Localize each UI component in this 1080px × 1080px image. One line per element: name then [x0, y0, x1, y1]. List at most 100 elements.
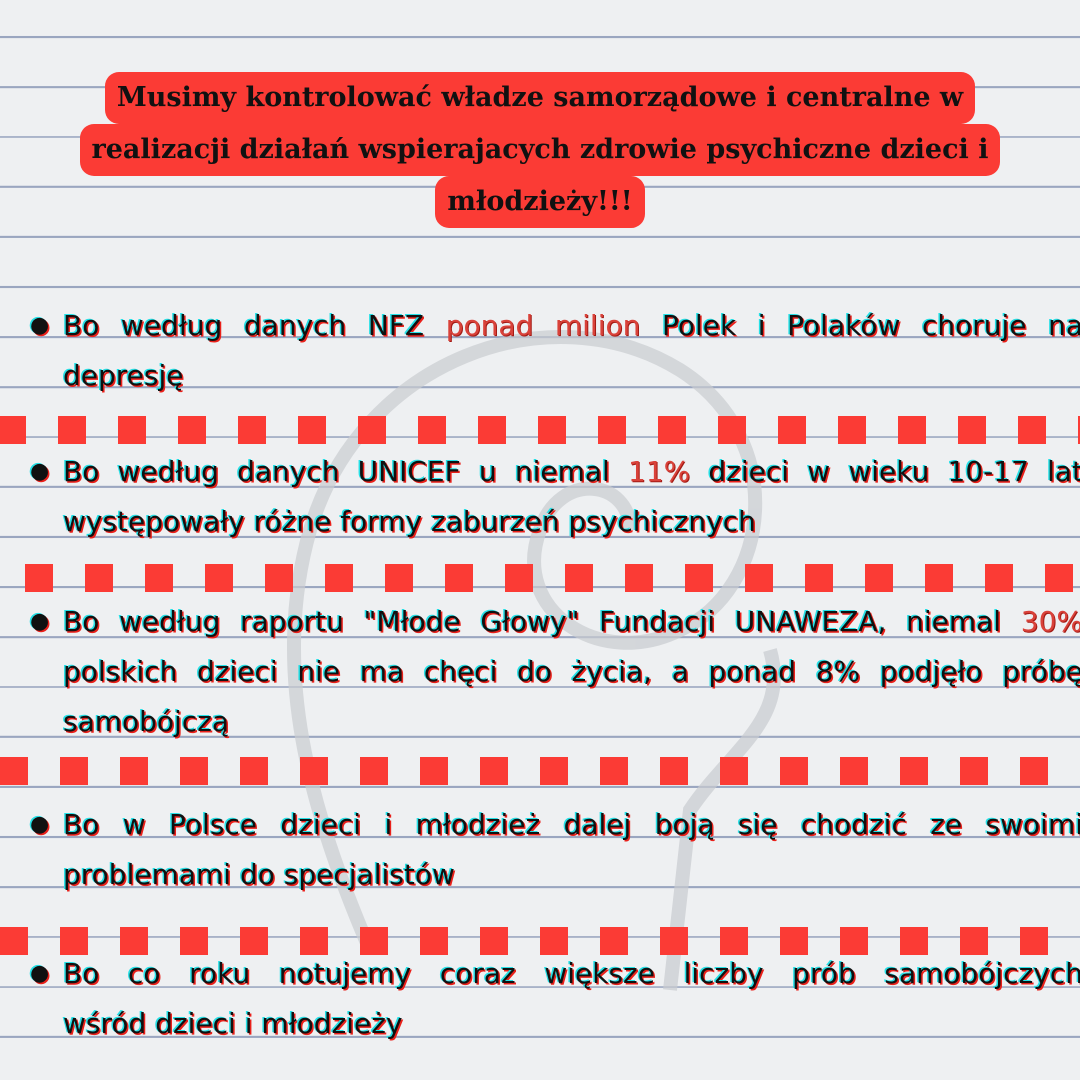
- bullet-text: problemami do specjalistów: [63, 858, 455, 891]
- dash-square: [420, 757, 448, 785]
- dash-square: [145, 564, 173, 592]
- dash-square: [745, 564, 773, 592]
- dash-square: [58, 416, 86, 444]
- bullet-line: wśród dzieci i młodzieży: [30, 999, 1080, 1049]
- dash-square: [600, 927, 628, 955]
- dash-square: [1018, 416, 1046, 444]
- dash-square: [478, 416, 506, 444]
- dash-square: [778, 416, 806, 444]
- dash-square: [418, 416, 446, 444]
- dash-square: [85, 564, 113, 592]
- dash-square: [240, 927, 268, 955]
- dash-square: [565, 564, 593, 592]
- dash-square: [840, 927, 868, 955]
- bullet-text: dzieci w wieku 10-17 lat: [690, 455, 1080, 488]
- dash-square: [238, 416, 266, 444]
- bullet-line: polskich dzieci nie ma chęci do życia, a…: [30, 647, 1080, 697]
- bullet-line: Bo według danych UNICEF u niemal 11% dzi…: [30, 447, 1080, 497]
- dash-square: [120, 927, 148, 955]
- bullet-dot-icon: ●: [30, 812, 50, 837]
- dash-square: [900, 927, 928, 955]
- dash-square: [780, 757, 808, 785]
- dash-square: [505, 564, 533, 592]
- bullet-dot-icon: ●: [30, 313, 50, 338]
- dash-square: [840, 757, 868, 785]
- dash-square: [925, 564, 953, 592]
- dash-square: [865, 564, 893, 592]
- dash-square: [660, 757, 688, 785]
- bullet-text: Polek i Polaków choruje na: [640, 309, 1080, 342]
- dash-square: [1020, 757, 1048, 785]
- dash-square: [205, 564, 233, 592]
- dash-square: [360, 757, 388, 785]
- highlight-text: ponad milion: [445, 309, 641, 342]
- bullet-item: ● Bo według raportu "Młode Głowy" Fundacj…: [30, 597, 1080, 747]
- dash-square: [598, 416, 626, 444]
- dash-square: [805, 564, 833, 592]
- dash-square: [600, 757, 628, 785]
- dash-square: [325, 564, 353, 592]
- dash-square: [300, 757, 328, 785]
- bullet-text: samobójczą: [63, 705, 230, 738]
- dash-square: [538, 416, 566, 444]
- headline-line-3: młodzieży!!!: [435, 176, 645, 228]
- bullet-text: Bo według raportu "Młode Głowy" Fundacji…: [63, 605, 1021, 638]
- highlight-text: 30%: [1020, 605, 1080, 638]
- bullet-dot-icon: ●: [30, 961, 50, 986]
- dash-square: [720, 757, 748, 785]
- dashed-divider: [25, 564, 1080, 594]
- bullet-dot-icon: ●: [30, 459, 50, 484]
- dash-square: [180, 757, 208, 785]
- bullet-text: wśród dzieci i młodzieży: [63, 1007, 403, 1040]
- dash-square: [1078, 416, 1080, 444]
- dash-square: [60, 757, 88, 785]
- bullet-line: Bo według raportu "Młode Głowy" Fundacji…: [30, 597, 1080, 647]
- dash-square: [540, 927, 568, 955]
- dash-square: [960, 927, 988, 955]
- dash-square: [780, 927, 808, 955]
- dash-square: [720, 927, 748, 955]
- dash-square: [625, 564, 653, 592]
- bullet-line: samobójczą: [30, 697, 1080, 747]
- bullet-line: Bo według danych NFZ ponad milion Polek …: [30, 301, 1080, 351]
- dashed-divider: [0, 927, 1080, 957]
- bullet-line: depresję: [30, 351, 1080, 401]
- dash-square: [265, 564, 293, 592]
- dash-square: [1045, 564, 1073, 592]
- dash-square: [0, 416, 26, 444]
- headline: Musimy kontrolować władze samorządowe i …: [0, 72, 1080, 228]
- dash-square: [25, 564, 53, 592]
- dash-square: [60, 927, 88, 955]
- dash-square: [300, 927, 328, 955]
- dash-square: [660, 927, 688, 955]
- dash-square: [0, 757, 28, 785]
- dash-square: [480, 757, 508, 785]
- headline-line-1: Musimy kontrolować władze samorządowe i …: [104, 72, 976, 124]
- dash-square: [358, 416, 386, 444]
- dash-square: [985, 564, 1013, 592]
- bullet-line: problemami do specjalistów: [30, 850, 1080, 900]
- dash-square: [898, 416, 926, 444]
- dash-square: [445, 564, 473, 592]
- dash-square: [658, 416, 686, 444]
- bullet-line: Bo w Polsce dzieci i młodzież dalej boją…: [30, 800, 1080, 850]
- dash-square: [958, 416, 986, 444]
- dash-square: [1020, 927, 1048, 955]
- bullet-item: ● Bo co roku notujemy coraz większe liczb…: [30, 949, 1080, 1049]
- dash-square: [420, 927, 448, 955]
- dash-square: [540, 757, 568, 785]
- bullet-dot-icon: ●: [30, 609, 50, 634]
- dash-square: [180, 927, 208, 955]
- dash-square: [120, 757, 148, 785]
- bullet-item: ● Bo według danych NFZ ponad milion Polek…: [30, 301, 1080, 401]
- bullet-item: ● Bo według danych UNICEF u niemal 11% dz…: [30, 447, 1080, 547]
- dash-square: [0, 927, 28, 955]
- dash-square: [118, 416, 146, 444]
- dashed-divider: [0, 757, 1080, 787]
- headline-line-2: realizacji działań wspierajacych zdrowie…: [79, 124, 1001, 176]
- dash-square: [385, 564, 413, 592]
- bullet-line: występowały różne formy zaburzeń psychic…: [30, 497, 1080, 547]
- bullet-text: Bo według danych UNICEF u niemal: [63, 455, 628, 488]
- dash-square: [480, 927, 508, 955]
- dash-square: [900, 757, 928, 785]
